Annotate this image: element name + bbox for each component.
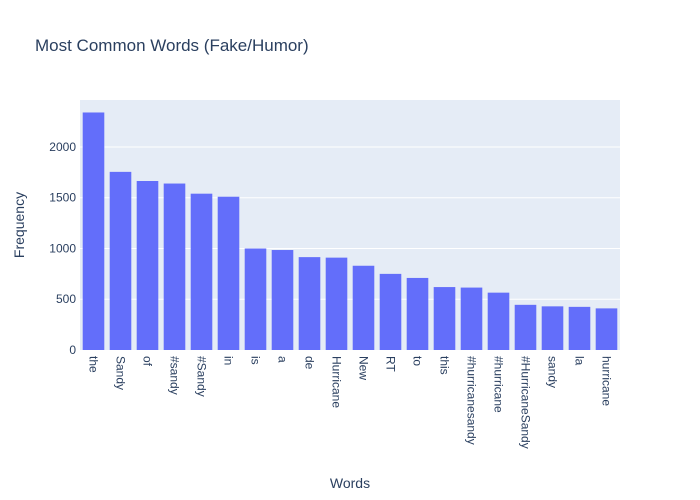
bar-Hurricane bbox=[325, 257, 348, 350]
x-tick-label: la bbox=[573, 356, 587, 366]
x-tick-label: this bbox=[438, 356, 452, 375]
x-tick-label: to bbox=[411, 356, 425, 366]
bar-the bbox=[82, 112, 105, 350]
bar-#hurricane bbox=[487, 292, 510, 350]
bar-to bbox=[406, 277, 429, 350]
x-tick-label: #HurricaneSandy bbox=[519, 356, 533, 449]
bars bbox=[82, 112, 618, 350]
x-tick-label: #Sandy bbox=[195, 356, 209, 397]
bar-sandy bbox=[541, 306, 564, 350]
bar-of bbox=[136, 180, 159, 350]
x-tick-label: is bbox=[249, 356, 263, 365]
x-tick-label: #hurricanesandy bbox=[465, 356, 479, 445]
y-tick-labels: 0 500 1000 1500 2000 bbox=[49, 140, 76, 357]
x-tick-label: New bbox=[357, 356, 371, 380]
bar-#sandy bbox=[163, 183, 186, 350]
bar-la bbox=[568, 306, 591, 350]
x-tick-label: sandy bbox=[546, 356, 560, 388]
bar-#HurricaneSandy bbox=[514, 304, 537, 350]
bar-Sandy bbox=[109, 171, 132, 350]
bar-New bbox=[352, 265, 375, 350]
bar-hurricane bbox=[595, 308, 618, 350]
x-axis-title: Words bbox=[330, 475, 370, 491]
bar-a bbox=[271, 250, 294, 350]
x-tick-label: Sandy bbox=[114, 356, 128, 390]
bar-is bbox=[244, 248, 267, 350]
bar-this bbox=[433, 287, 456, 350]
y-axis-title: Frequency bbox=[11, 192, 27, 258]
x-tick-label: the bbox=[87, 356, 101, 373]
y-tick-label: 1000 bbox=[49, 241, 76, 255]
y-tick-label: 2000 bbox=[49, 140, 76, 154]
x-tick-label: in bbox=[222, 356, 236, 365]
x-tick-label: of bbox=[141, 356, 155, 367]
x-tick-label: #sandy bbox=[168, 356, 182, 395]
x-tick-label: #hurricane bbox=[492, 356, 506, 413]
plot-area bbox=[80, 100, 620, 350]
bar-#Sandy bbox=[190, 193, 213, 350]
x-tick-labels: the Sandy of #sandy #Sandy in is a de Hurricane Ne… bbox=[87, 356, 614, 449]
x-tick-label: Hurricane bbox=[330, 356, 344, 408]
x-tick-label: de bbox=[303, 356, 317, 370]
y-tick-label: 0 bbox=[69, 343, 76, 357]
x-tick-label: RT bbox=[384, 356, 398, 372]
bar-RT bbox=[379, 273, 402, 350]
bar-in bbox=[217, 196, 240, 350]
chart-title: Most Common Words (Fake/Humor) bbox=[35, 36, 309, 55]
bar-de bbox=[298, 257, 321, 350]
bar-#hurricanesandy bbox=[460, 287, 483, 350]
y-tick-label: 500 bbox=[56, 292, 76, 306]
x-tick-label: a bbox=[276, 356, 290, 363]
x-tick-label: hurricane bbox=[600, 356, 614, 406]
y-tick-label: 1500 bbox=[49, 191, 76, 205]
